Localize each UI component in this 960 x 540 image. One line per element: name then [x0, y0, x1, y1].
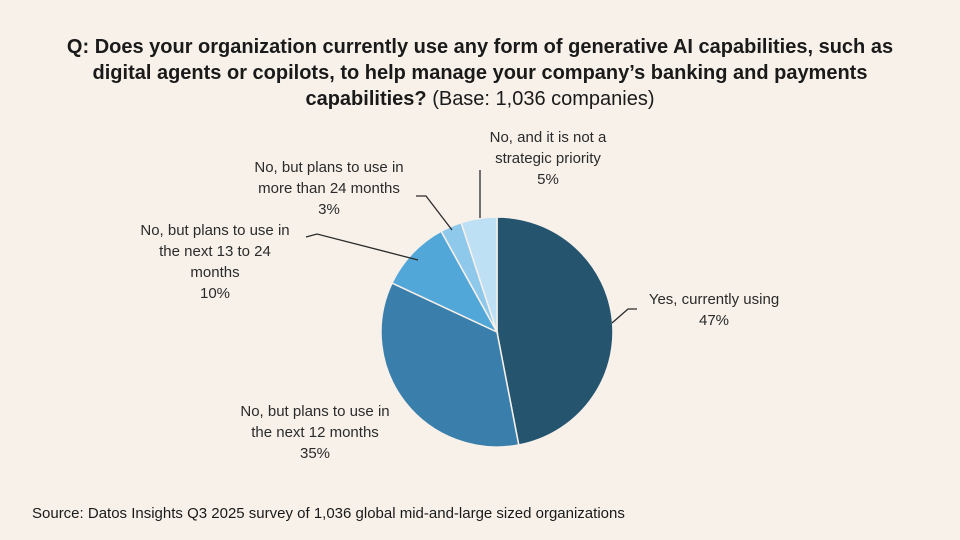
- pie-slice-3: [391, 230, 499, 334]
- slice-value-label: 47%: [699, 312, 729, 329]
- slice-value-label: 10%: [200, 285, 230, 302]
- leader-line-3: [305, 233, 419, 261]
- slice-label-1: Yes, currently using 47%: [649, 291, 779, 329]
- pie-slices: [380, 216, 614, 448]
- question-text: Q: Does your organization currently use …: [66, 36, 894, 110]
- pie-labels: Yes, currently using 47% No, but plans to …: [140, 129, 779, 462]
- source-note: Source: Datos Insights Q3 2025 survey of…: [32, 505, 625, 522]
- slice-value-label: 35%: [300, 445, 330, 462]
- slice-name-line: strategic priority: [495, 150, 601, 167]
- leader-line-1: [611, 308, 637, 324]
- slice-name-line: No, but plans to use in: [240, 403, 389, 420]
- slice-name-line: the next 13 to 24: [159, 243, 271, 260]
- leader-line-4: [416, 195, 453, 231]
- slice-name-line: No, but plans to use in: [140, 222, 289, 239]
- slice-name-line: months: [190, 264, 239, 281]
- pie-slice-2: [380, 282, 520, 448]
- slice-value-label: 5%: [537, 171, 559, 188]
- pie-slice-1: [496, 216, 614, 446]
- chart-question: Q: Does your organization currently use …: [40, 34, 920, 112]
- pie-slice-5: [460, 216, 498, 333]
- slice-label-2: No, but plans to use in the next 12 month…: [240, 403, 389, 462]
- slice-name-line: No, and it is not a: [490, 129, 607, 146]
- slice-name-line: No, but plans to use in: [254, 159, 403, 176]
- slice-label-4: No, but plans to use in more than 24 mont…: [254, 159, 403, 218]
- question-base: (Base: 1,036 companies): [432, 88, 655, 110]
- slice-value-label: 3%: [318, 201, 340, 218]
- slice-name-line: more than 24 months: [258, 180, 400, 197]
- slice-name-line: Yes, currently using: [649, 291, 779, 308]
- slice-label-5: No, and it is not a strategic priority 5%: [490, 129, 607, 188]
- slice-name-line: the next 12 months: [251, 424, 379, 441]
- slice-label-3: No, but plans to use in the next 13 to 24…: [140, 222, 289, 302]
